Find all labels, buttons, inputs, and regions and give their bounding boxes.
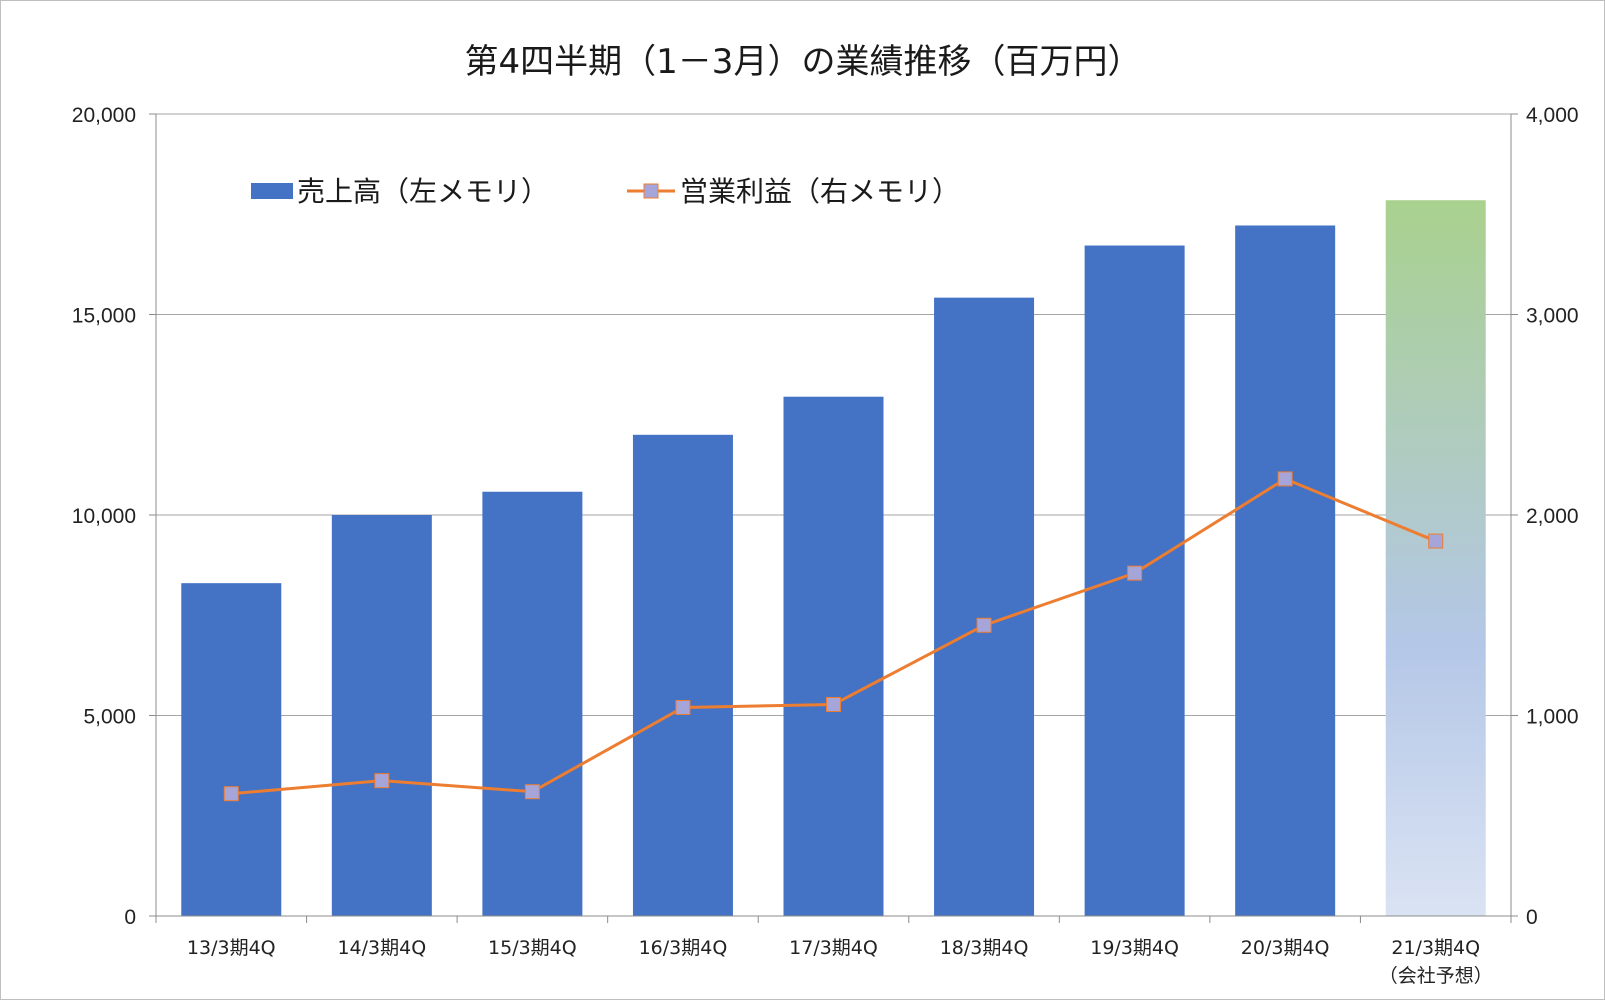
x-tick-sublabel: （会社予想）	[1379, 965, 1493, 987]
profit-marker	[1277, 471, 1293, 487]
left-tick-label: 0	[124, 906, 136, 929]
profit-marker	[374, 773, 390, 789]
bar	[783, 396, 884, 917]
profit-marker	[826, 696, 841, 712]
legend-line-marker	[643, 183, 659, 199]
axis-layer: 0 5,000 10,000 15,000 20,000 0 1,000 2,000 3,000…	[72, 104, 1579, 987]
right-tick-label: 2,000	[1526, 505, 1579, 528]
x-tick-label: 17/3期4Q	[789, 937, 878, 959]
right-tick-label: 4,000	[1526, 104, 1579, 127]
right-tick-label: 0	[1526, 906, 1538, 929]
chart-title: 第4四半期（1－3月）の業績推移（百万円）	[465, 42, 1142, 82]
profit-marker	[976, 617, 992, 633]
x-tick-label: 19/3期4Q	[1090, 937, 1179, 959]
left-tick-label: 15,000	[72, 305, 136, 328]
bar	[331, 515, 432, 916]
x-tick-label: 16/3期4Q	[639, 937, 728, 959]
right-tick-label: 3,000	[1526, 305, 1579, 328]
x-tick-label: 15/3期4Q	[488, 937, 577, 959]
left-tick-label: 10,000	[72, 505, 136, 528]
profit-marker	[1428, 533, 1444, 549]
bar	[1235, 225, 1336, 916]
bar	[482, 491, 583, 916]
bar	[1084, 245, 1185, 916]
right-tick-label: 1,000	[1526, 706, 1579, 729]
profit-marker	[223, 786, 239, 802]
legend-bar-label: 売上高（左メモリ）	[297, 175, 549, 208]
left-tick-label: 5,000	[83, 706, 136, 729]
legend-bar-swatch	[251, 183, 293, 199]
legend-line-label: 営業利益（右メモリ）	[680, 175, 960, 208]
bar-forecast	[1385, 200, 1486, 917]
profit-marker	[1127, 565, 1143, 581]
profit-marker	[675, 699, 691, 715]
bar	[181, 583, 282, 916]
left-tick-label: 20,000	[72, 104, 136, 127]
x-tick-label: 13/3期4Q	[187, 937, 276, 959]
x-tick-label: 14/3期4Q	[337, 937, 426, 959]
legend: 売上高（左メモリ） 営業利益（右メモリ）	[251, 175, 960, 208]
profit-marker	[524, 784, 540, 800]
line-layer	[223, 471, 1444, 802]
bar	[632, 434, 733, 916]
x-tick-label: 18/3期4Q	[940, 937, 1029, 959]
bar	[934, 297, 1035, 917]
bar-layer	[181, 200, 1486, 917]
x-tick-label: 20/3期4Q	[1241, 937, 1330, 959]
x-tick-label: 21/3期4Q	[1391, 937, 1480, 959]
